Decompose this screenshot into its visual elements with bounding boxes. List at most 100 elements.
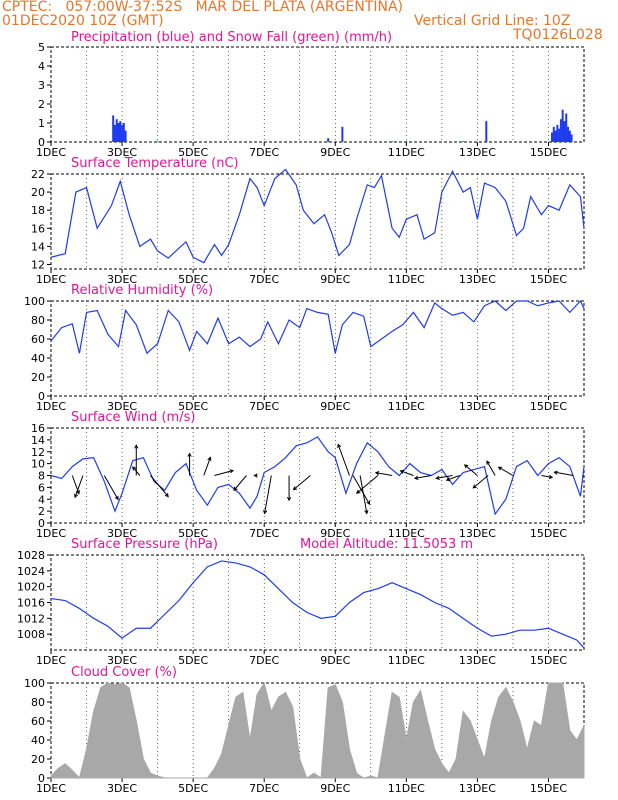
wind-arrow-head (233, 486, 238, 492)
temp-xtick-label: 7DEC (249, 273, 279, 286)
precip-bar (559, 119, 562, 142)
precip-bar (115, 119, 118, 142)
cloud-xtick-label: 7DEC (249, 782, 279, 795)
wind-arrow-head (263, 509, 268, 515)
precip-bar (570, 134, 573, 142)
wind-xtick-label: 5DEC (178, 527, 208, 540)
pressure-ytick-label: 1024 (17, 565, 45, 578)
rh-title: Relative Humidity (%) (71, 283, 213, 298)
wind-arrow-head (366, 500, 371, 505)
rh-ytick-label: 40 (31, 352, 45, 365)
wind-arrow (359, 475, 368, 514)
wind-arrow (74, 475, 84, 498)
precip-bar (556, 124, 559, 142)
pressure-ytick-label: 1012 (17, 612, 45, 625)
rh-xtick-label: 11DEC (388, 400, 425, 413)
precip-bar (327, 138, 330, 142)
wind-ytick-label: 8 (38, 470, 45, 483)
pressure-xtick-label: 11DEC (388, 654, 425, 667)
station-label: CPTEC: 057:00W-37:52S MAR DEL PLATA (ARG… (2, 0, 404, 15)
rh-line (50, 299, 585, 355)
pressure-xtick-label: 1DEC (36, 654, 66, 667)
wind-arrow (132, 466, 141, 476)
temp-ytick-label: 14 (31, 240, 45, 253)
run-code: TQ0126L028 (513, 27, 603, 43)
wind-arrow-head (286, 496, 292, 502)
wind-arrow (446, 475, 460, 481)
rh-ytick-label: 0 (38, 390, 45, 403)
temp-ytick-label: 20 (31, 186, 45, 199)
temp-ytick-label: 16 (31, 222, 45, 235)
temp-xtick-label: 11DEC (388, 273, 425, 286)
pressure-ytick-label: 1028 (17, 549, 45, 562)
precip-bar (122, 123, 125, 142)
wind-ytick-label: 12 (31, 446, 45, 459)
cloud-title: Cloud Cover (%) (71, 665, 177, 680)
precip-bar (341, 126, 344, 142)
rh-panel (47, 299, 585, 400)
pressure-line (50, 560, 585, 649)
wind-line (50, 436, 585, 516)
cloud-area (50, 681, 585, 780)
wind-arrow-head (253, 473, 258, 478)
wind-ytick-label: 16 (31, 422, 45, 435)
cloud-xtick-label: 3DEC (107, 782, 137, 795)
pressure-subtitle: Model Altitude: 11.5053 m (300, 537, 473, 552)
temp-title: Surface Temperature (nC) (71, 156, 239, 171)
wind-arrow-head (553, 470, 558, 475)
wind-arrow-head (187, 452, 192, 457)
wind-xtick-label: 11DEC (388, 527, 425, 540)
wind-ytick-label: 0 (38, 517, 45, 530)
rh-xtick-label: 1DEC (36, 400, 66, 413)
wind-arrow (150, 475, 169, 497)
precip-bar (124, 130, 127, 142)
wind-arrow (203, 457, 211, 476)
wind-xtick-label: 7DEC (249, 527, 279, 540)
cloud-ytick-label: 100 (24, 677, 45, 690)
temp-xtick-label: 3DEC (107, 273, 137, 286)
wind-arrow-head (486, 460, 491, 465)
rh-xtick-label: 5DEC (178, 400, 208, 413)
pressure-xtick-label: 3DEC (107, 654, 137, 667)
pressure-panel (47, 554, 585, 654)
temp-ytick-label: 22 (31, 168, 45, 181)
temp-xtick-label: 13DEC (459, 273, 496, 286)
precip-bar (119, 121, 122, 142)
precip-bar (558, 128, 561, 142)
precip-xtick-label: 5DEC (178, 146, 208, 159)
cloud-ytick-label: 40 (31, 734, 45, 747)
precip-bar (485, 121, 488, 142)
wind-arrow (375, 472, 393, 476)
wind-arrow (541, 475, 553, 478)
wind-frame (50, 427, 585, 524)
pressure-ytick-label: 1008 (17, 628, 45, 641)
wind-arrow-head (134, 444, 139, 449)
precip-bar (568, 130, 571, 142)
pressure-xtick-label: 9DEC (320, 654, 350, 667)
snow-bar (405, 141, 408, 143)
snow-bar (462, 141, 465, 143)
rh-ytick-label: 60 (31, 333, 45, 346)
grid-note: Vertical Grid Line: 10Z (414, 13, 571, 29)
pressure-frame (50, 554, 585, 651)
precip-bar (117, 123, 120, 142)
precip-bar (113, 124, 116, 142)
wind-arrow-head (497, 466, 503, 471)
temp-xtick-label: 9DEC (320, 273, 350, 286)
wind-arrow-head (435, 475, 440, 480)
precip-ytick-label: 3 (38, 79, 45, 92)
precip-bar (563, 121, 566, 142)
wind-arrow (103, 475, 119, 500)
temp-xtick-label: 5DEC (178, 273, 208, 286)
wind-xtick-label: 15DEC (530, 527, 567, 540)
rh-frame (50, 300, 585, 397)
wind-arrow (337, 444, 350, 476)
pressure-ytick-label: 1020 (17, 581, 45, 594)
rh-xtick-label: 15DEC (530, 400, 567, 413)
wind-arrow-head (114, 495, 119, 501)
wind-arrow-head (364, 509, 369, 515)
cloud-ytick-label: 60 (31, 715, 45, 728)
cloud-xtick-label: 13DEC (459, 782, 496, 795)
wind-ytick-label: 10 (31, 458, 45, 471)
